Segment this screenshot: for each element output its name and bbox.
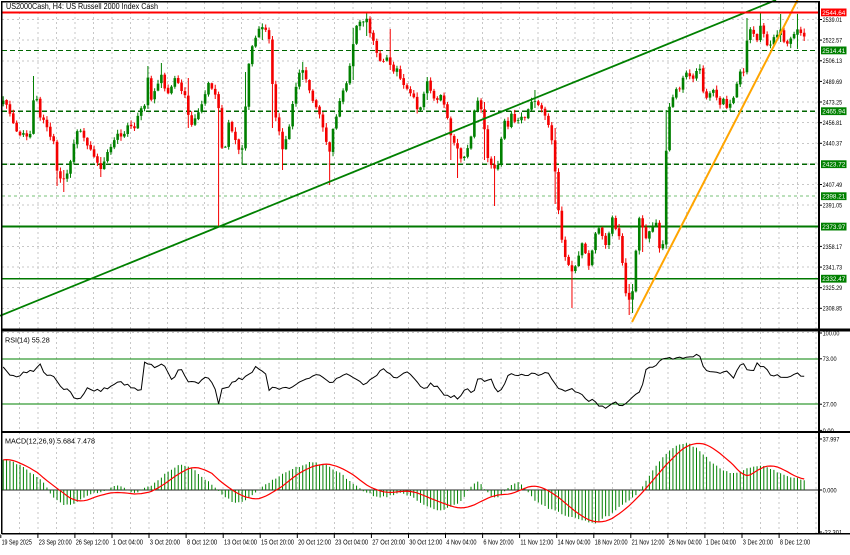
svg-text:1 Dec 04:00: 1 Dec 04:00 — [706, 540, 736, 547]
svg-text:2522.57: 2522.57 — [823, 38, 843, 45]
svg-text:2544.64: 2544.64 — [822, 10, 845, 17]
svg-text:2325.29: 2325.29 — [823, 285, 843, 292]
svg-text:2473.25: 2473.25 — [823, 99, 843, 106]
svg-text:2514.41: 2514.41 — [822, 48, 845, 55]
svg-text:2423.72: 2423.72 — [822, 162, 845, 169]
svg-text:2456.81: 2456.81 — [823, 120, 843, 127]
svg-text:37.997: 37.997 — [823, 436, 840, 443]
svg-text:MACD(12,26,9) 5.684 7.478: MACD(12,26,9) 5.684 7.478 — [5, 439, 95, 446]
svg-text:RSI(14) 55.28: RSI(14) 55.28 — [5, 336, 50, 345]
svg-text:2465.94: 2465.94 — [822, 109, 845, 116]
svg-text:2407.49: 2407.49 — [823, 182, 843, 189]
svg-text:2391.05: 2391.05 — [823, 203, 843, 210]
svg-text:8 Dec 12:00: 8 Dec 12:00 — [780, 540, 810, 547]
svg-text:2440.37: 2440.37 — [823, 141, 843, 148]
svg-text:1 Oct 04:00: 1 Oct 04:00 — [113, 540, 143, 547]
svg-text:19 Sep 2025: 19 Sep 2025 — [2, 540, 32, 547]
svg-text:-22.301: -22.301 — [823, 529, 843, 536]
svg-text:2489.69: 2489.69 — [823, 79, 843, 86]
svg-text:3 Oct 20:00: 3 Oct 20:00 — [150, 540, 180, 547]
svg-text:73.00: 73.00 — [823, 356, 837, 363]
svg-text:23 Sep 20:00: 23 Sep 20:00 — [39, 540, 72, 547]
svg-text:US2000Cash, H4: US Russell 20: US2000Cash, H4: US Russell 2000 Index Ca… — [6, 2, 158, 11]
svg-text:100.00: 100.00 — [823, 330, 840, 337]
svg-text:15 Oct 20:00: 15 Oct 20:00 — [261, 540, 294, 547]
svg-text:2358.17: 2358.17 — [823, 244, 843, 251]
svg-text:14 Nov 04:00: 14 Nov 04:00 — [558, 540, 591, 547]
svg-text:26 Sep 12:00: 26 Sep 12:00 — [76, 540, 109, 547]
svg-text:2373.97: 2373.97 — [822, 224, 845, 231]
svg-text:6 Nov 20:00: 6 Nov 20:00 — [483, 540, 513, 547]
svg-text:2341.73: 2341.73 — [823, 265, 843, 272]
svg-text:4 Nov 04:00: 4 Nov 04:00 — [446, 540, 476, 547]
svg-text:0.00: 0.00 — [823, 428, 834, 435]
svg-text:11 Nov 12:00: 11 Nov 12:00 — [520, 540, 553, 547]
svg-text:20 Oct 12:00: 20 Oct 12:00 — [298, 540, 331, 547]
svg-text:27.00: 27.00 — [823, 402, 837, 409]
svg-text:30 Oct 12:00: 30 Oct 12:00 — [409, 540, 442, 547]
svg-text:2506.13: 2506.13 — [823, 58, 843, 65]
svg-text:3 Dec 20:00: 3 Dec 20:00 — [743, 540, 773, 547]
svg-text:0.000: 0.000 — [823, 487, 837, 494]
svg-text:8 Oct 12:00: 8 Oct 12:00 — [187, 540, 217, 547]
svg-text:26 Nov 04:00: 26 Nov 04:00 — [669, 540, 702, 547]
svg-text:27 Oct 20:00: 27 Oct 20:00 — [372, 540, 405, 547]
svg-text:21 Nov 12:00: 21 Nov 12:00 — [632, 540, 665, 547]
svg-text:2332.47: 2332.47 — [822, 276, 845, 283]
svg-text:2308.85: 2308.85 — [823, 306, 843, 313]
svg-text:2539.01: 2539.01 — [823, 17, 843, 24]
svg-text:13 Oct 04:00: 13 Oct 04:00 — [224, 540, 257, 547]
svg-text:2398.21: 2398.21 — [822, 194, 845, 201]
svg-text:18 Nov 20:00: 18 Nov 20:00 — [595, 540, 628, 547]
svg-text:23 Oct 04:00: 23 Oct 04:00 — [335, 540, 368, 547]
